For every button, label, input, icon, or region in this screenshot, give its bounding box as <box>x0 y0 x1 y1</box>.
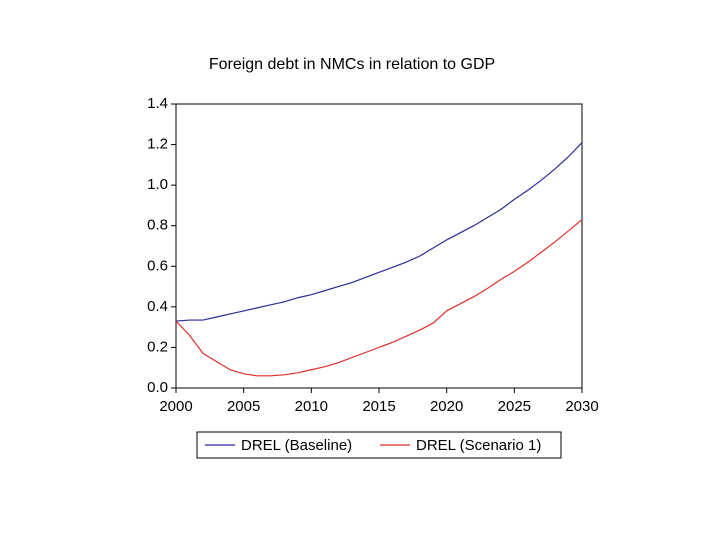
y-tick-label: 1.4 <box>147 95 168 112</box>
y-tick-label: 0.4 <box>147 298 168 315</box>
x-tick-label: 2030 <box>565 398 598 415</box>
y-tick-label: 0.6 <box>147 257 168 274</box>
x-tick-label: 2020 <box>430 398 463 415</box>
plot-area <box>175 103 583 389</box>
y-tick-label: 1.0 <box>147 176 168 193</box>
x-tick-label: 2005 <box>227 398 260 415</box>
y-tick-label: 0.8 <box>147 217 168 234</box>
series-line <box>175 219 583 377</box>
x-tick-label: 2015 <box>362 398 395 415</box>
x-tick-label: 2010 <box>295 398 328 415</box>
legend-box <box>196 431 562 459</box>
legend-label: DREL (Scenario 1) <box>416 437 541 454</box>
chart-title: Foreign debt in NMCs in relation to GDP <box>209 56 495 73</box>
x-tick-label: 2025 <box>498 398 531 415</box>
x-tick-label: 2000 <box>159 398 192 415</box>
y-tick-label: 0.2 <box>147 338 168 355</box>
y-tick-label: 1.2 <box>147 136 168 153</box>
legend-label: DREL (Baseline) <box>241 437 352 454</box>
y-tick-label: 0.0 <box>147 379 168 396</box>
series-line <box>175 142 583 322</box>
